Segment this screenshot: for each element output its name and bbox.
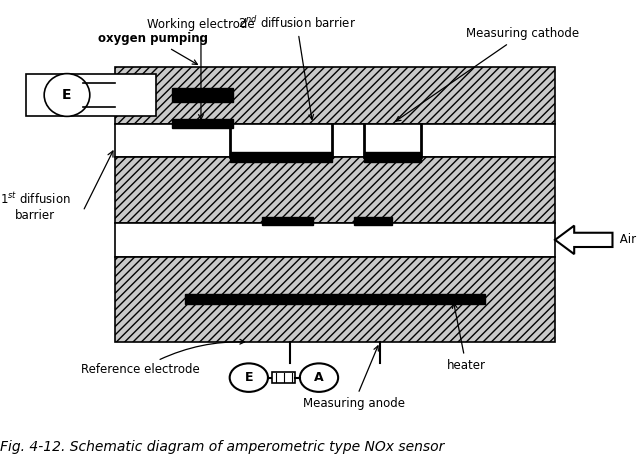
Bar [115,256,555,342]
Text: heater: heater [447,304,486,371]
Bar [115,223,555,256]
Bar [262,217,313,225]
Bar [185,294,485,304]
Text: Fig. 4-12. Schematic diagram of amperometric type NOx sensor: Fig. 4-12. Schematic diagram of amperome… [0,439,445,454]
Text: Air reference: Air reference [616,233,638,247]
Text: oxygen pumping: oxygen pumping [98,32,208,65]
Text: 1$^{st}$ diffusion
barrier: 1$^{st}$ diffusion barrier [0,191,70,222]
Text: E: E [244,371,253,384]
Text: Measuring cathode: Measuring cathode [396,28,579,121]
Bar [172,119,233,128]
Bar [354,217,392,225]
Bar [115,66,555,124]
Bar [230,152,332,162]
Bar [115,124,555,157]
Circle shape [300,363,338,392]
Ellipse shape [44,74,90,116]
Polygon shape [555,226,612,254]
Text: E: E [63,88,71,102]
Text: Reference electrode: Reference electrode [81,339,244,376]
Bar [364,152,421,162]
Text: A: A [314,371,324,384]
Bar [172,88,233,102]
Text: Working electrode: Working electrode [147,18,255,119]
Text: 2$^{nd}$ diffusion barrier: 2$^{nd}$ diffusion barrier [237,15,356,119]
Circle shape [230,363,268,392]
Bar [26,74,156,116]
Bar [115,157,555,223]
Bar [272,372,295,383]
Text: Measuring anode: Measuring anode [303,346,405,409]
